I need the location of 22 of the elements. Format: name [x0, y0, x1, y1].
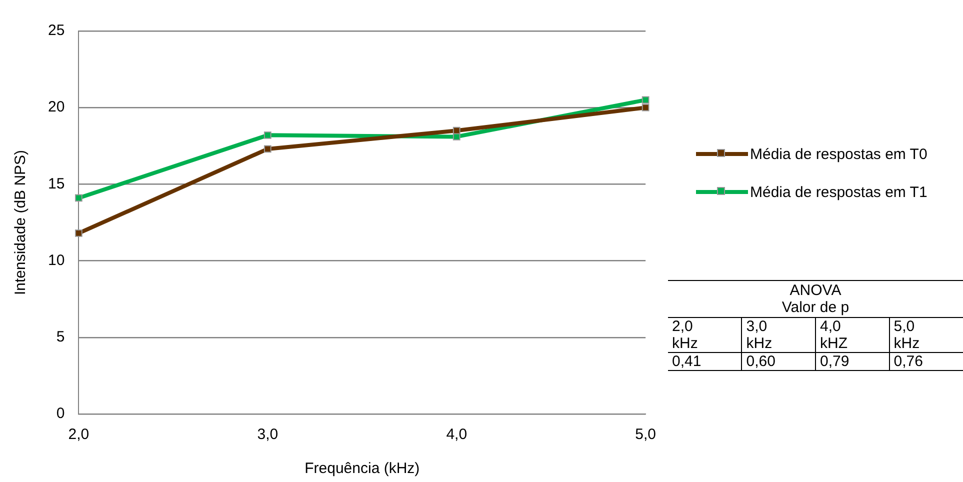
- x-axis-title: Frequência (kHz): [304, 460, 420, 478]
- y-tick-label: 25: [48, 22, 65, 40]
- legend-label: Média de respostas em T0: [750, 146, 928, 162]
- x-tick-label: 2,0: [68, 426, 90, 444]
- point: [642, 104, 650, 112]
- legend-label: Média de respostas em T1: [750, 184, 928, 200]
- y-tick-label: 20: [48, 98, 65, 116]
- anova-table: ANOVA Valor de p 2,0 kHz 3,0 kHz 4,0 kHZ 5,0 kHz 0,41 0,60 0,79 0,76: [668, 280, 963, 371]
- x-tick-label: 4,0: [446, 426, 468, 444]
- point: [75, 230, 82, 237]
- point: [452, 126, 460, 134]
- x-tick-label: 3,0: [257, 426, 278, 444]
- point: [642, 96, 650, 104]
- y-tick-label: 0: [56, 405, 65, 422]
- point: [75, 194, 82, 202]
- y-axis-title: Intensidade (dB NPS): [12, 150, 30, 296]
- y-tick-label: 5: [56, 328, 65, 346]
- point: [264, 131, 272, 139]
- x-tick-label: 5,0: [635, 426, 656, 444]
- point: [264, 145, 272, 153]
- y-tick-label: 15: [48, 175, 65, 192]
- y-tick-label: 10: [48, 252, 65, 269]
